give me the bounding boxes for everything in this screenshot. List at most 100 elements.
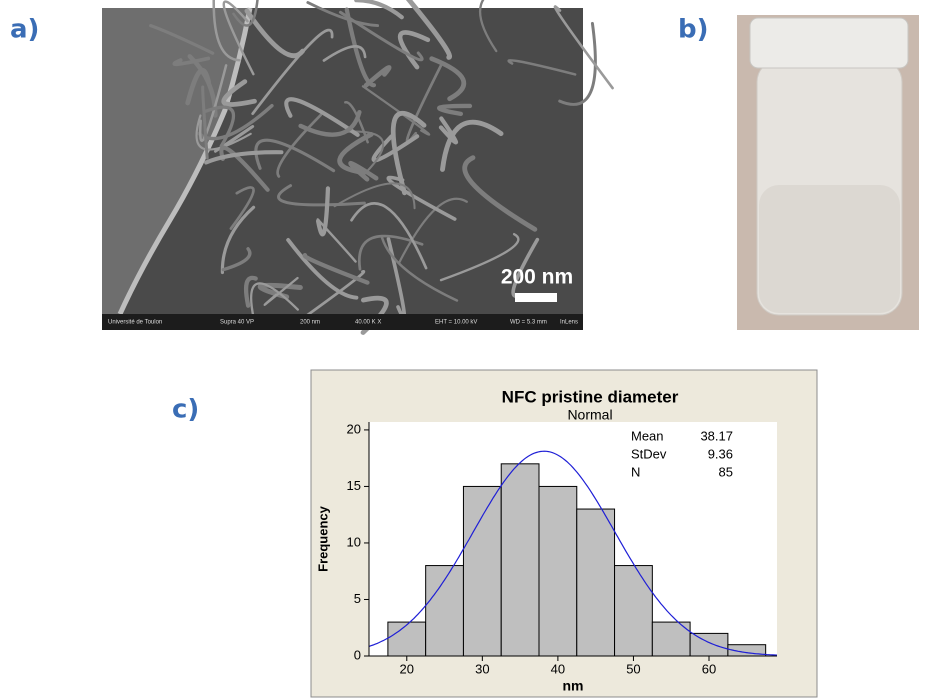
sem-fiber <box>350 202 428 270</box>
sem-fiber <box>298 109 362 137</box>
sem-fiber <box>322 45 367 62</box>
y-tick-label: 5 <box>354 591 361 606</box>
normal-fit-curve <box>368 450 778 656</box>
vial-liquid <box>759 185 900 313</box>
panel-label: a) <box>10 15 39 45</box>
sem-footer <box>102 314 583 330</box>
sem-footer-text: 200 nm <box>300 320 320 326</box>
sem-fiber <box>243 275 258 308</box>
sem-fiber <box>185 68 212 106</box>
sem-fiber <box>462 155 538 232</box>
sem-footer-text: InLens <box>560 320 578 326</box>
sem-fiber <box>363 65 392 88</box>
sem-fiber <box>195 114 252 151</box>
sem-fiber <box>380 236 459 302</box>
stat-value: 38.17 <box>700 428 733 443</box>
sem-fiber <box>405 0 453 60</box>
bar <box>614 565 653 657</box>
sem-sheet <box>102 8 250 314</box>
y-tick-label: 0 <box>354 647 361 662</box>
stat-label: StDev <box>631 446 667 461</box>
sem-fiber <box>558 21 597 106</box>
vial-photo <box>737 15 919 330</box>
sem-fiber <box>361 85 431 136</box>
sem-fiber <box>390 110 427 196</box>
sem-fiber <box>263 276 299 306</box>
sem-fiber <box>344 101 369 144</box>
stat-label: Mean <box>631 428 664 443</box>
y-tick-label: 20 <box>347 421 361 436</box>
sem-fiber <box>438 116 458 145</box>
sem-fiber <box>221 79 257 107</box>
x-tick-label: 60 <box>702 661 716 676</box>
scale-bar <box>515 293 557 302</box>
sem-fiber <box>286 238 359 300</box>
sem-fiber <box>284 97 360 137</box>
panel-label: b) <box>678 15 709 45</box>
x-tick-label: 20 <box>400 661 414 676</box>
scale-bar-label: 200 nm <box>501 266 573 289</box>
x-axis-label: nm <box>563 678 584 694</box>
sem-fiber <box>333 182 416 210</box>
sem-fiber <box>229 186 255 230</box>
sem-fiber <box>277 184 366 207</box>
bar <box>500 463 540 657</box>
sem-fiber <box>220 205 256 275</box>
sem-fiber <box>219 145 270 192</box>
sem-fiber <box>172 56 211 67</box>
sem-fiber <box>232 0 259 27</box>
y-tick-label: 10 <box>347 534 361 549</box>
sem-fiber <box>437 103 473 117</box>
sem-footer-text: Université de Toulon <box>108 320 162 326</box>
sem-fiber <box>249 282 299 322</box>
vial-cap <box>749 17 909 69</box>
sem-fiber <box>553 5 614 90</box>
y-axis-label: Frequency <box>315 505 330 572</box>
sem-fiber <box>201 85 209 160</box>
sem-fiber <box>212 0 241 62</box>
sem-fiber <box>254 138 336 173</box>
sem-fiber <box>222 0 255 76</box>
sem-fiber <box>276 113 323 178</box>
chart-subtitle: Normal <box>567 407 612 423</box>
sem-fiber <box>316 218 357 263</box>
sem-fiber <box>386 237 407 320</box>
bar <box>576 508 616 657</box>
sem-footer-text: EHT = 10.00 kV <box>435 320 477 326</box>
sem-fiber <box>203 105 236 148</box>
sem-footer-text: WD = 5.3 mm <box>510 320 547 326</box>
stat-value: 9.36 <box>708 446 733 461</box>
sem-fiber <box>221 247 252 272</box>
x-tick-label: 30 <box>475 661 489 676</box>
sem-fiber <box>315 186 331 237</box>
sem-fiber <box>213 125 255 153</box>
sem-fiber <box>344 7 377 88</box>
stat-label: N <box>631 464 640 479</box>
sem-fiber <box>439 232 520 282</box>
bar <box>689 632 729 657</box>
sem-fiber <box>440 119 504 172</box>
sem-fiber <box>479 0 498 53</box>
sem-footer-text: Supra 40 VP <box>220 320 254 326</box>
stat-value: 85 <box>719 464 733 479</box>
y-tick-label: 15 <box>347 478 361 493</box>
x-tick-label: 40 <box>551 661 565 676</box>
sem-fiber <box>301 270 366 321</box>
sem-fiber <box>429 56 467 102</box>
sem-fiber <box>357 234 424 271</box>
x-tick-label: 50 <box>626 661 640 676</box>
bar <box>538 485 578 657</box>
sem-fiber <box>397 30 431 70</box>
panel-label: c) <box>172 395 199 425</box>
sem-fiber <box>302 252 370 285</box>
sem-footer-text: 40.00 K X <box>355 320 381 326</box>
sem-fiber <box>354 0 404 20</box>
sem-fiber <box>346 130 385 178</box>
sem-fiber <box>337 132 374 176</box>
sem-fiber <box>149 24 215 55</box>
chart-title: NFC pristine diameter <box>502 387 679 406</box>
sem-fiber <box>338 10 424 62</box>
sem-fiber <box>204 150 284 165</box>
